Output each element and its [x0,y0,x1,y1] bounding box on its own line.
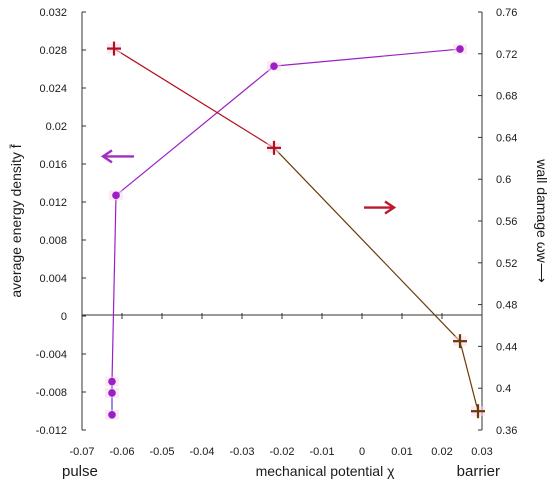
right-y-tick-label: 0.6 [496,174,511,186]
left-y-tick-labels: -0.012 -0.008 -0.004 0 0.004 0.008 0.012 0.016 0… [36,7,86,437]
right-y-tick-label: 0.72 [496,49,517,61]
x-tick-label: -0.01 [309,446,334,458]
left-y-tick-label: 0.008 [39,235,67,247]
left-y-tick-label: 0.012 [39,197,67,209]
left-axis-arrow [100,149,134,164]
x-tick-label: -0.07 [69,446,94,458]
left-y-tick-label: 0.024 [39,83,67,95]
x-tick-label: -0.04 [189,446,214,458]
left-y-tick-label: -0.004 [36,349,67,361]
left-y-tick-label: 0.016 [39,159,67,171]
x-tick-label: -0.02 [269,446,294,458]
right-y-axis-title: wall damage ωw⟶ [534,158,550,283]
x-tick-label: 0.02 [431,446,452,458]
left-y-axis-title: average energy density f̄ [8,144,24,297]
right-y-tick-label: 0.48 [496,300,517,312]
x-tick-label: -0.03 [229,446,254,458]
series-1-segment [111,195,117,382]
right-y-tick-label: 0.68 [496,91,517,103]
series-2-point [107,41,121,56]
series-1-point [112,191,120,200]
left-y-tick-label: 0.032 [39,7,67,19]
plot-axes [81,12,483,430]
series-2-segment [459,341,479,412]
right-y-tick-label: 0.52 [496,258,517,270]
x-tick-label: 0.01 [391,446,412,458]
right-y-tick-label: 0.64 [496,132,517,144]
series-1-point [270,62,278,70]
right-axis-arrow [364,200,397,215]
series-1-point [456,45,464,53]
series-1-segment [115,65,275,196]
series-2-point [453,334,467,349]
left-y-tick-label: 0 [61,311,67,323]
x-tick-label: 0 [359,446,365,458]
left-y-tick-label: -0.012 [36,425,67,437]
right-y-tick-label: 0.76 [496,7,517,19]
series-2-segment [273,147,461,342]
series-2-point [471,404,485,419]
right-y-tick-labels: 0.36 0.4 0.44 0.48 0.52 0.56 0.6 0.64 0.68 0.72 0.… [478,7,517,437]
right-y-tick-label: 0.36 [496,425,517,437]
series-1-point [108,377,116,386]
left-y-tick-label: 0.028 [39,45,67,57]
x-axis-title: mechanical potential χ [256,463,396,479]
left-y-tick-label: -0.008 [36,387,67,399]
right-y-tick-label: 0.4 [496,383,511,395]
series-1-segment [273,48,461,67]
barrier-label: barrier [457,463,500,480]
pulse-label: pulse [62,463,98,480]
series-1-point [108,389,116,397]
right-y-tick-label: 0.56 [496,216,517,228]
x-tick-labels: -0.07 -0.06 -0.05 -0.04 -0.03 -0.02 -0.01 0 0.01… [69,313,493,458]
left-y-tick-label: 0.004 [39,273,67,285]
series-2-point [267,140,281,155]
left-y-tick-label: 0.02 [46,121,67,133]
x-tick-label: -0.05 [149,446,174,458]
series-2-segment [113,48,275,149]
axis-arrows [100,149,397,215]
x-tick-label: 0.03 [471,446,492,458]
series-1-point [108,411,116,419]
right-y-tick-label: 0.44 [496,341,517,353]
series-layer [105,41,485,420]
x-tick-label: -0.06 [109,446,134,458]
